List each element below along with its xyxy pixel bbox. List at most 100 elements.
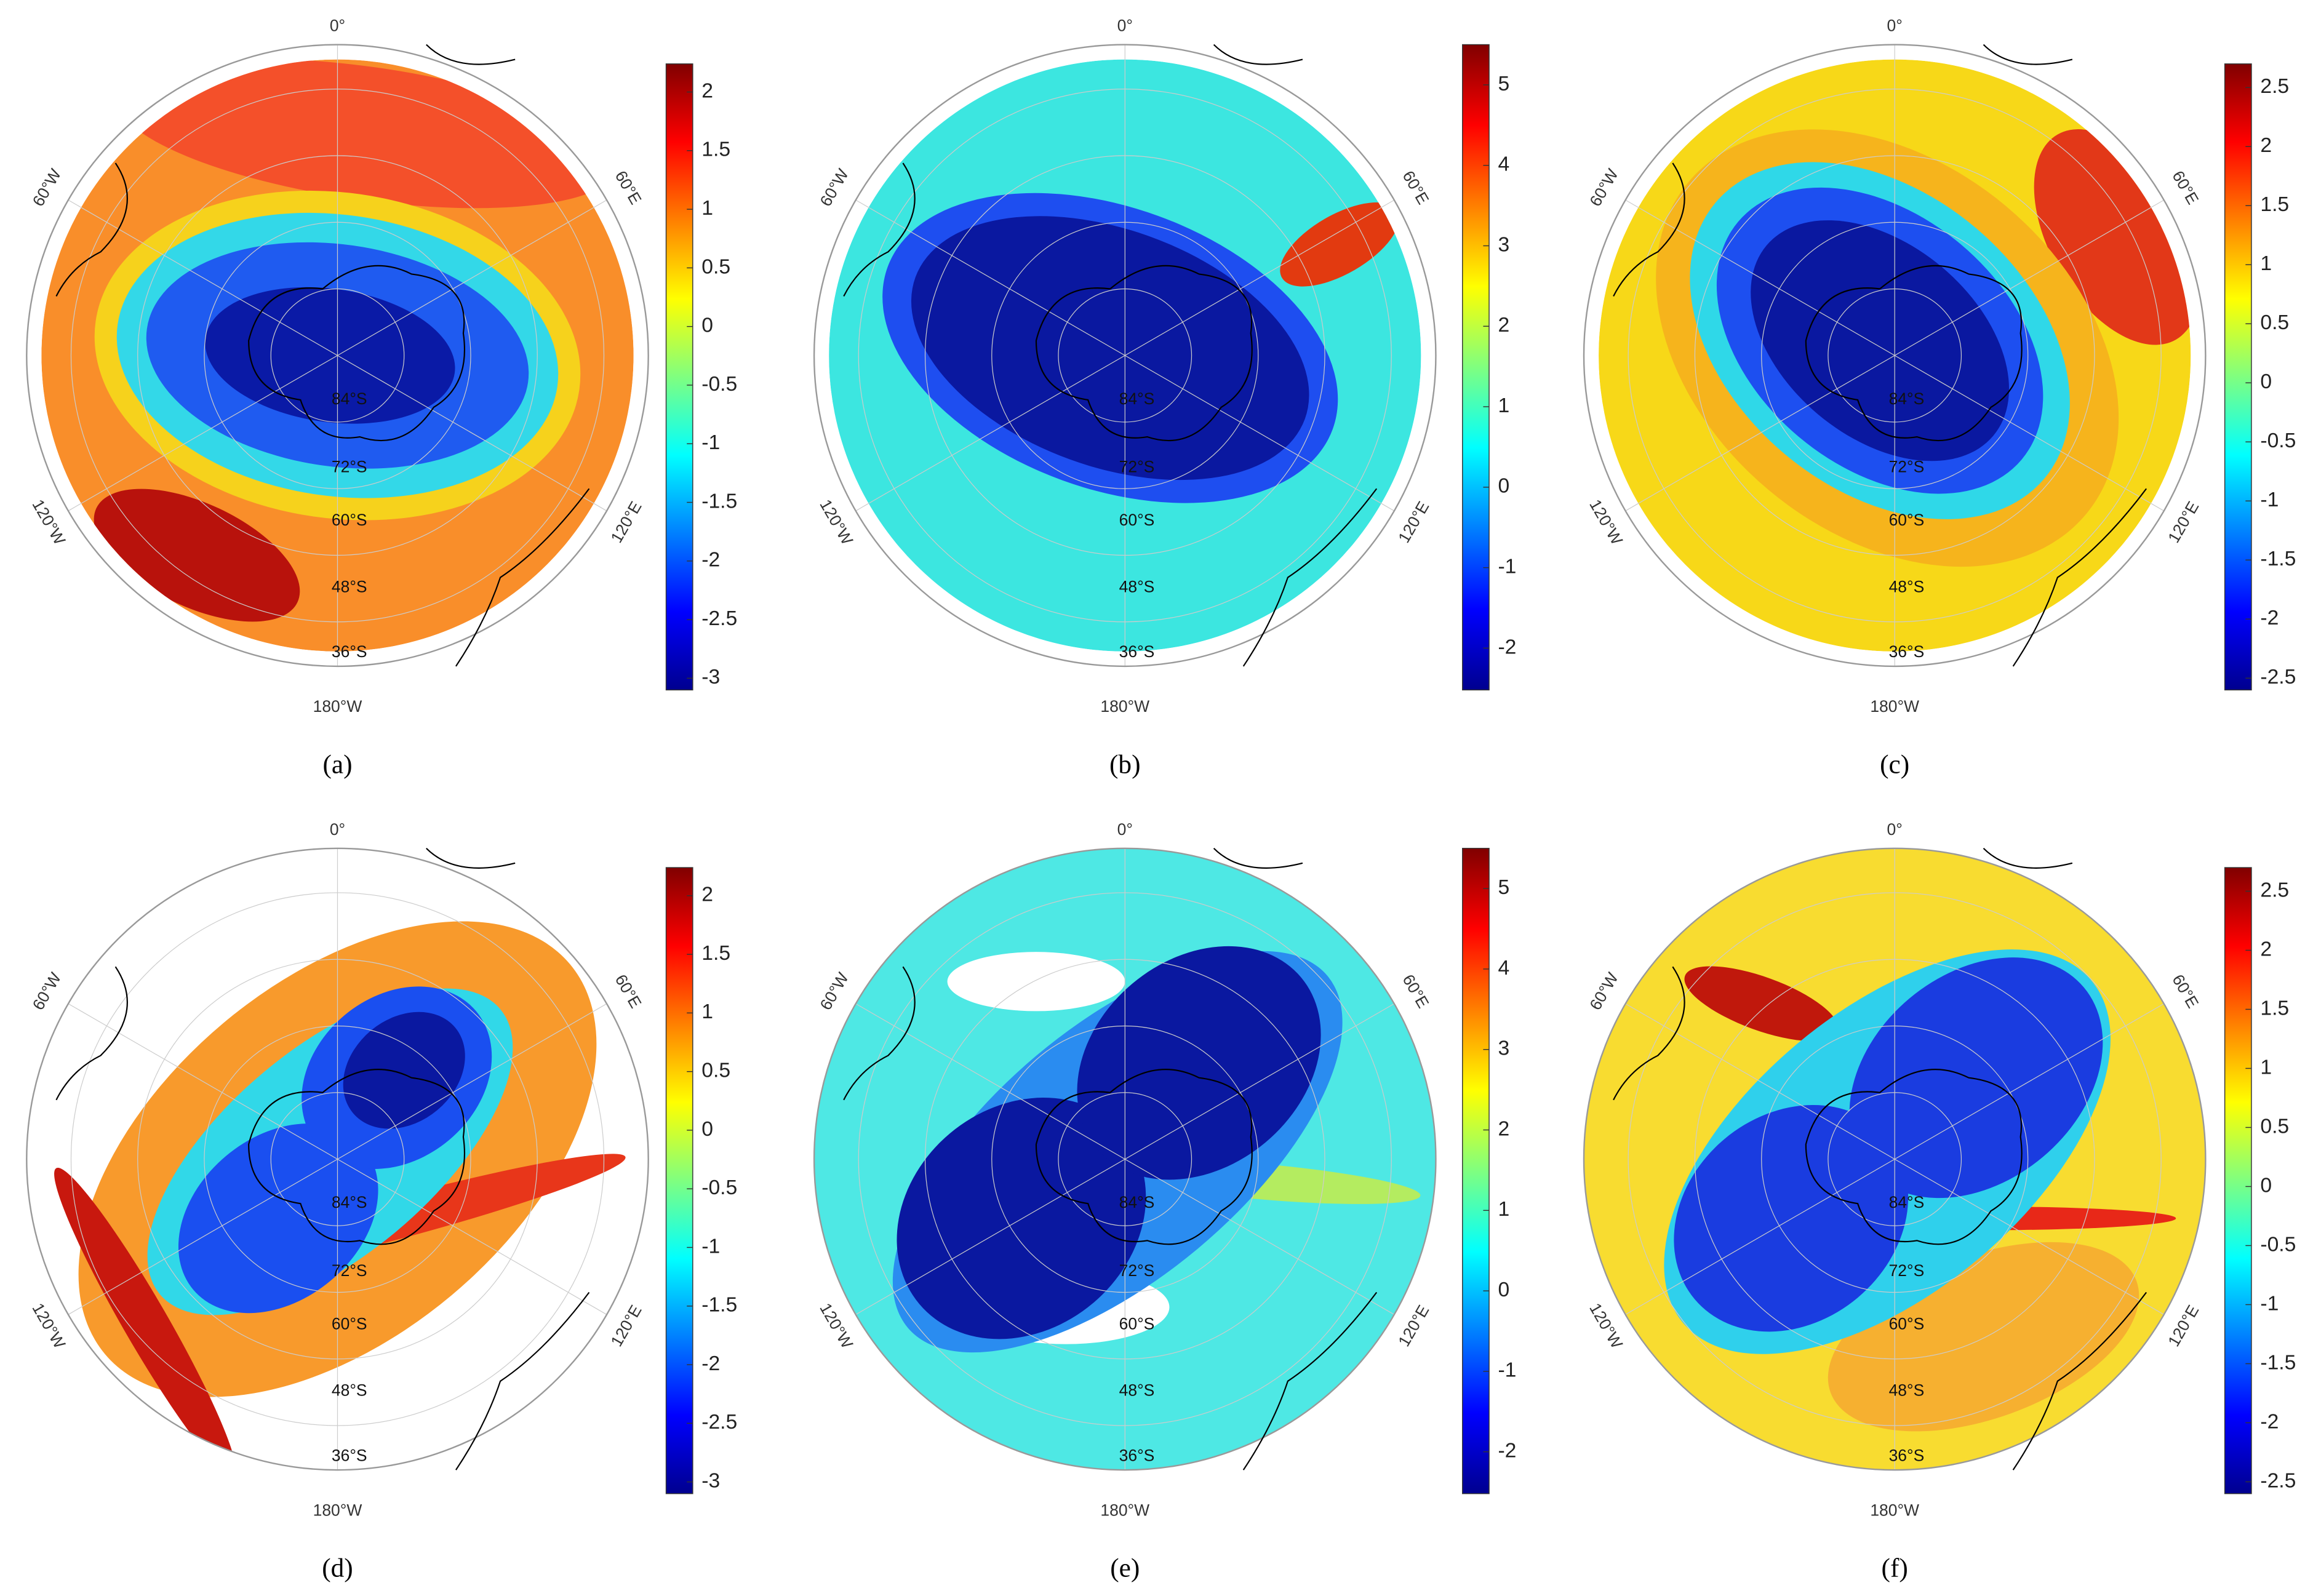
field-blob <box>54 1167 236 1470</box>
meridian <box>68 1003 338 1160</box>
lon-label: 0° <box>330 17 345 35</box>
colorbar-tick-label: 1 <box>1498 1198 1509 1221</box>
colorbar-tick-label: 2 <box>2260 134 2272 157</box>
colorbar-tick-label: -2.5 <box>2260 666 2296 688</box>
lat-label: 48°S <box>332 577 367 596</box>
field-blob <box>947 952 1125 1011</box>
lon-label: 60°E <box>612 972 645 1011</box>
colorbar-tick-label: 2.5 <box>2260 75 2289 98</box>
meridian <box>1625 1003 1895 1160</box>
lon-label: 0° <box>1887 820 1903 839</box>
lat-label: 72°S <box>1119 1261 1155 1280</box>
colorbar-tick-label: 0.5 <box>701 1059 730 1082</box>
field-blob <box>1280 202 1399 287</box>
coastline <box>55 848 590 1470</box>
lon-label: 120°W <box>28 1300 69 1352</box>
panel: 0° 60°E 120°E 180°W 120°W 60°W 84°S 72°S 60°S 48°… <box>26 17 737 779</box>
colorbar-tick-label: 0 <box>701 314 713 337</box>
field-blob <box>94 489 300 622</box>
meridian <box>337 199 607 356</box>
lat-label: 72°S <box>1889 458 1925 476</box>
colorbar-tick-label: 2 <box>701 79 713 102</box>
meridian <box>1625 1159 1895 1315</box>
colorbar-tick-label: 0 <box>2260 370 2272 393</box>
field <box>1599 59 2191 652</box>
colorbar-tick-label: 2 <box>1498 314 1509 337</box>
meridian <box>1625 355 1895 511</box>
lon-label: 120°E <box>1394 498 1432 546</box>
meridian <box>855 1003 1125 1160</box>
colorbar-tick-label: -1 <box>2260 1292 2279 1315</box>
lon-label: 0° <box>1117 17 1133 35</box>
panel: 0° 60°E 120°E 180°W 120°W 60°W 84°S 72°S 60°S 48°… <box>813 17 1516 779</box>
lon-label: 60°W <box>816 166 852 209</box>
map-frame <box>813 44 1437 668</box>
lat-label: 60°S <box>1119 1314 1155 1333</box>
lon-label: 60°W <box>1586 969 1621 1013</box>
meridian <box>855 355 1125 511</box>
field-blob <box>343 1011 465 1129</box>
meridian <box>68 1159 338 1315</box>
colorbar-tick-label: -1 <box>701 431 720 454</box>
meridian <box>1124 355 1395 511</box>
panel-label: (e) <box>1110 1554 1140 1583</box>
meridian <box>1894 355 2164 511</box>
lon-label: 180°W <box>1100 1501 1149 1519</box>
lon-label: 120°W <box>1586 497 1626 548</box>
lon-label: 0° <box>1887 17 1903 35</box>
lat-label: 36°S <box>1889 1446 1925 1464</box>
lon-label: 180°W <box>1870 1501 1919 1519</box>
meridian <box>337 355 607 511</box>
colorbar-tick-label: 1 <box>1498 394 1509 417</box>
lat-label: 72°S <box>1889 1261 1925 1280</box>
colorbar-tick-label: -3 <box>701 1469 720 1492</box>
panel-label: (a) <box>322 749 352 779</box>
colorbar-tick-label: 1 <box>701 1000 713 1023</box>
meridian <box>1124 1003 1395 1160</box>
lon-label: 60°W <box>29 969 65 1013</box>
colorbar-tick-label: -0.5 <box>701 1176 737 1199</box>
colorbar-tick-label: -2 <box>701 549 720 572</box>
meridian <box>1124 199 1395 356</box>
lon-label: 180°W <box>1870 697 1919 716</box>
coastline <box>1035 1069 1253 1245</box>
lat-label: 36°S <box>332 1446 367 1464</box>
coastline <box>1613 44 2147 667</box>
map-frame <box>1583 847 2207 1471</box>
coastline <box>1613 848 2147 1470</box>
colorbar-tick-label: -2 <box>1498 1440 1516 1462</box>
colorbar-tick-label: -0.5 <box>2260 1233 2296 1256</box>
colorbar-tick-label: 3 <box>1498 233 1509 256</box>
colorbar-tick-label: -1.5 <box>2260 1351 2296 1374</box>
lat-label: 60°S <box>332 1314 367 1333</box>
lon-label: 60°W <box>816 969 852 1013</box>
lon-label: 180°W <box>1100 697 1149 716</box>
lon-label: 60°E <box>1399 972 1432 1011</box>
map-frame <box>813 847 1437 1471</box>
colorbar-tick-label: 2 <box>701 884 713 906</box>
meridian <box>1894 199 2164 356</box>
lat-label: 72°S <box>332 1261 367 1280</box>
lat-label: 48°S <box>1119 577 1155 596</box>
lat-label: 36°S <box>1119 642 1155 661</box>
colorbar <box>1462 848 1490 1494</box>
colorbar-tick-label: -0.5 <box>701 373 737 396</box>
colorbar <box>665 867 693 1494</box>
colorbar-tick-label: -2 <box>2260 607 2279 629</box>
lat-label: 48°S <box>1119 1381 1155 1400</box>
map-frame <box>26 44 649 668</box>
lon-label: 60°E <box>2168 972 2202 1011</box>
colorbar-tick-label: 0 <box>1498 1279 1509 1301</box>
field-blob <box>911 216 1309 481</box>
lat-label: 72°S <box>332 458 367 476</box>
meridian <box>337 1159 607 1315</box>
colorbar-tick-label: -2.5 <box>2260 1469 2296 1492</box>
colorbar-tick-label: 0 <box>1498 475 1509 498</box>
coastline <box>248 265 466 442</box>
colorbar-tick-label: -2 <box>1498 636 1516 658</box>
colorbar-tick-label: -1.5 <box>701 1294 737 1317</box>
colorbar-tick-label: -3 <box>701 666 720 688</box>
lat-label: 84°S <box>332 1193 367 1211</box>
colorbar-tick-label: -2.5 <box>701 1411 737 1434</box>
